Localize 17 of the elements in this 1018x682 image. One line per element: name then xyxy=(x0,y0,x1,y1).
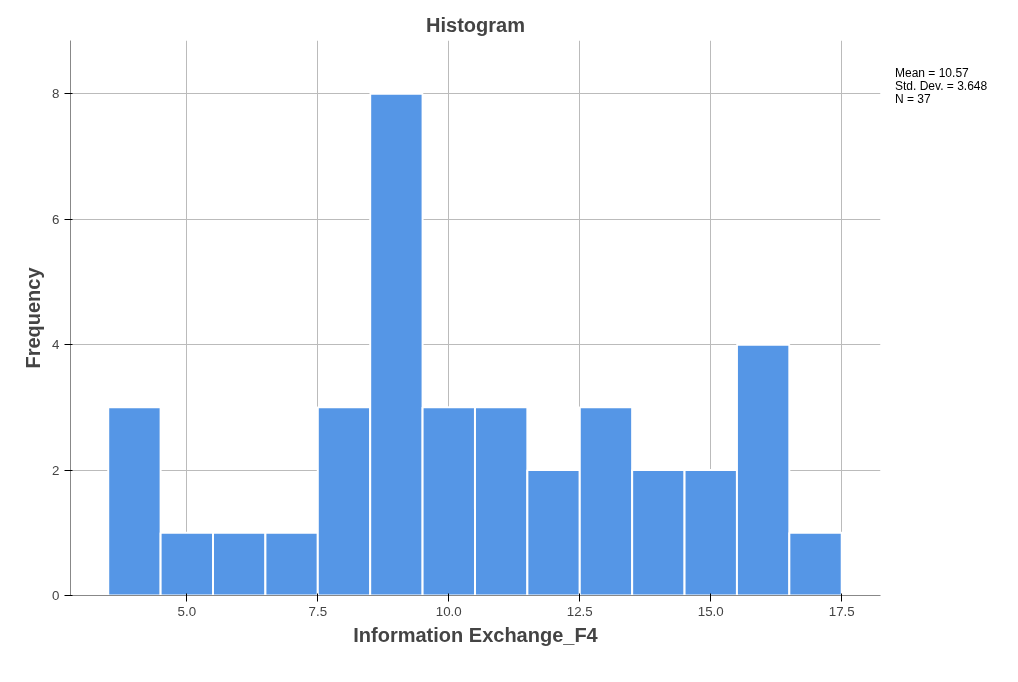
x-tick-label: 17.5 xyxy=(828,603,855,619)
text: N = 37 xyxy=(895,92,932,106)
x-tick-label: 10.0 xyxy=(435,603,462,619)
x-tick-label: 5.0 xyxy=(177,603,197,619)
y-tick-label: 6 xyxy=(52,211,60,227)
x-tick-label: 15.0 xyxy=(697,603,724,619)
x-tick-label: 7.5 xyxy=(308,603,328,619)
y-tick-label: 2 xyxy=(52,462,60,478)
y-tick-label: 0 xyxy=(52,588,60,603)
x-tick-label: 12.5 xyxy=(566,603,593,619)
text: Mean = 10.57 xyxy=(895,66,970,80)
y-axis-title: Frequency xyxy=(22,266,45,369)
chart-title: Histogram xyxy=(426,13,525,36)
x-axis-title: Information Exchange_F4 xyxy=(353,623,599,646)
text: Std. Dev. = 3.648 xyxy=(895,79,988,93)
y-tick-label: 8 xyxy=(52,86,60,102)
y-tick-label: 4 xyxy=(52,337,61,353)
